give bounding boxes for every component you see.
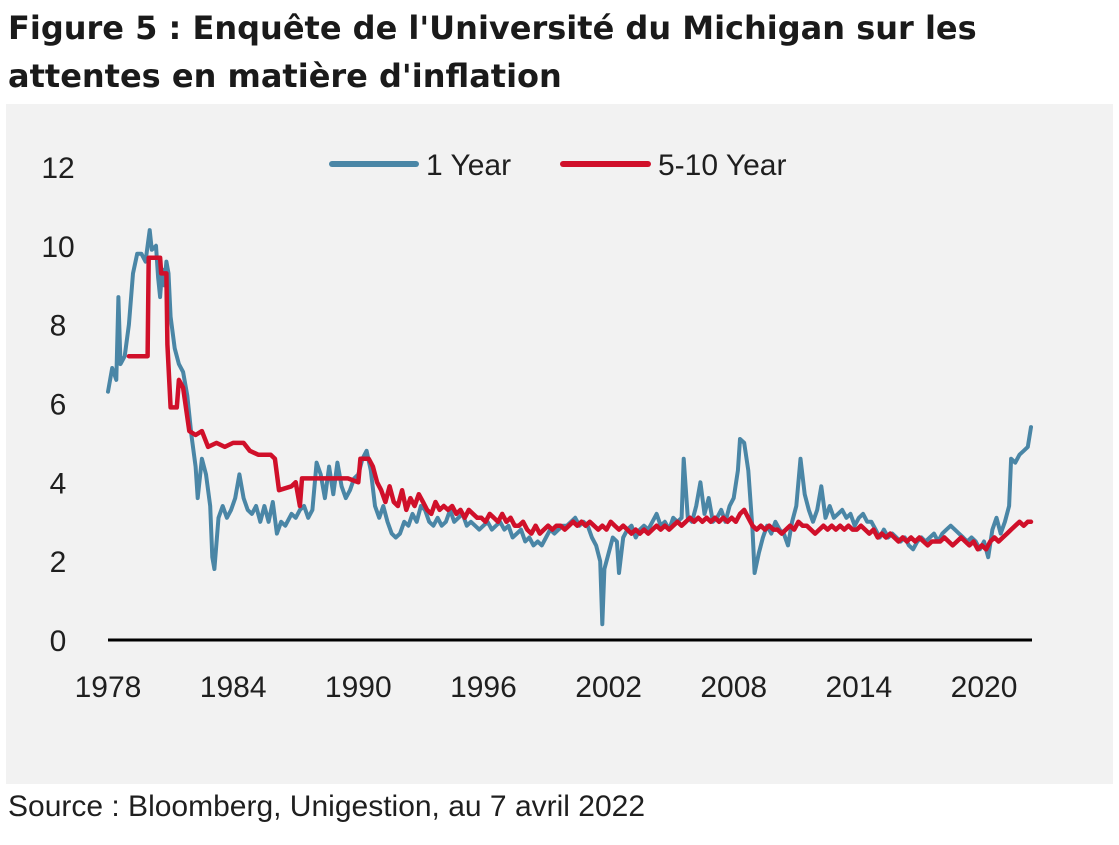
chart-panel: [6, 104, 1113, 784]
y-tick-label: 6: [50, 389, 67, 422]
chart-title: Figure 5 : Enquête de l'Université du Mi…: [8, 9, 977, 95]
x-tick-label: 2002: [575, 671, 642, 704]
y-tick-label: 2: [50, 546, 67, 579]
x-tick-label: 1984: [200, 671, 267, 704]
y-tick-label: 12: [41, 152, 74, 185]
legend-label: 1 Year: [426, 149, 511, 182]
y-tick-label: 4: [50, 467, 67, 500]
x-tick-label: 2014: [826, 671, 893, 704]
series-line-one-year: [106, 228, 1033, 627]
x-tick-label: 1996: [450, 671, 517, 704]
series-line-five-ten-year: [126, 255, 1034, 552]
series-layer: [106, 228, 1034, 627]
x-axis: 1978 1984 1990 1996 2002 2008 2014 2020: [75, 671, 1018, 704]
x-tick-label: 2020: [951, 671, 1018, 704]
legend-label: 5-10 Year: [658, 149, 786, 182]
y-tick-label: 8: [50, 310, 67, 343]
y-tick-label: 0: [50, 625, 67, 658]
legend: 1 Year 5-10 Year: [329, 149, 786, 182]
y-axis: 0 2 4 6 8 10 12: [41, 152, 74, 658]
x-tick-label: 2008: [700, 671, 767, 704]
source-note: Source : Bloomberg, Unigestion, au 7 avr…: [8, 790, 646, 823]
x-tick-label: 1978: [75, 671, 142, 704]
x-tick-label: 1990: [325, 671, 392, 704]
y-tick-label: 10: [41, 231, 74, 264]
